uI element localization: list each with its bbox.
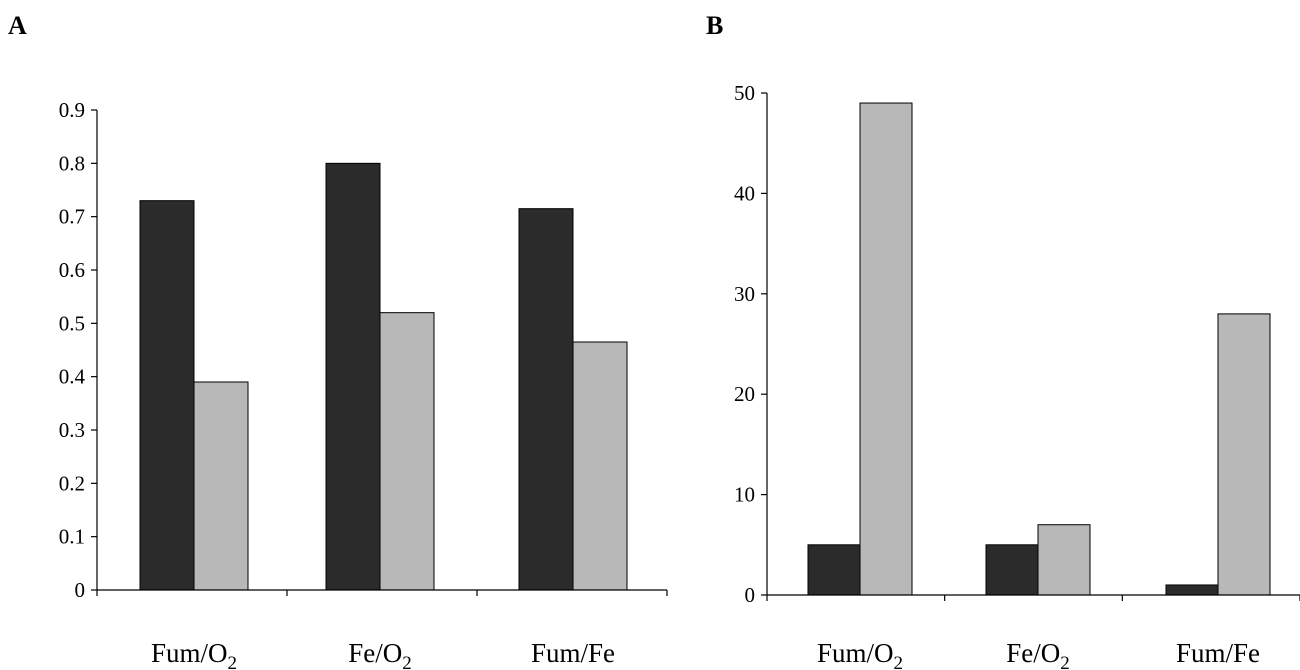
category-label-base: Fum/Fe [1176,638,1260,668]
bar-a-series1-cat3 [518,208,574,591]
bar-a-series2-cat1 [193,381,249,591]
bar-b-series2-cat1 [859,102,913,596]
bar-a-series1-cat2 [325,162,381,591]
category-label-base: Fe/O [1006,638,1060,668]
category-label-base: Fe/O [348,638,402,668]
y-tick-label-a-1: 0.1 [59,525,85,549]
bar-a-series2-cat2 [379,312,435,591]
category-label-base: Fum/Fe [531,638,615,668]
y-tick-label-a-5: 0.5 [59,311,85,335]
y-tick-label-b-1: 10 [734,483,755,507]
y-tick-label-a-2: 0.2 [59,471,85,495]
panel-label-a: A [8,11,27,40]
panel-label-b: B [706,11,723,40]
category-label-subscript: 2 [1060,653,1070,670]
bar-b-series2-cat3 [1217,313,1271,596]
y-tick-label-a-9: 0.9 [59,98,85,122]
category-label-a-2: Fe/O2 [348,638,412,670]
y-tick-label-a-8: 0.8 [59,151,85,175]
y-tick-label-a-3: 0.3 [59,418,85,442]
y-tick-label-a-6: 0.6 [59,258,85,282]
category-label-a-1: Fum/O2 [151,638,237,670]
y-tick-label-a-7: 0.7 [59,205,85,229]
bar-a-series2-cat3 [572,341,628,591]
y-tick-label-b-4: 40 [734,181,755,205]
y-tick-label-a-4: 0.4 [59,365,86,389]
bar-b-series1-cat2 [985,544,1039,596]
category-label-b-1: Fum/O2 [817,638,903,670]
category-label-b-3: Fum/Fe [1176,638,1260,668]
bar-a-series1-cat1 [139,200,195,591]
bar-b-series1-cat3 [1165,584,1219,596]
category-label-subscript: 2 [402,653,412,670]
y-tick-label-b-3: 30 [734,282,755,306]
y-tick-label-b-5: 50 [734,81,755,105]
category-label-base: Fum/O [817,638,894,668]
bar-b-series2-cat2 [1037,524,1091,596]
y-tick-label-a-0: 0 [75,578,86,602]
bar-b-series1-cat1 [807,544,861,596]
category-label-subscript: 2 [228,653,238,670]
y-tick-label-b-2: 20 [734,382,755,406]
category-label-base: Fum/O [151,638,228,668]
category-label-a-3: Fum/Fe [531,638,615,668]
category-label-subscript: 2 [894,653,904,670]
y-tick-label-b-0: 0 [745,583,756,607]
category-label-b-2: Fe/O2 [1006,638,1070,670]
